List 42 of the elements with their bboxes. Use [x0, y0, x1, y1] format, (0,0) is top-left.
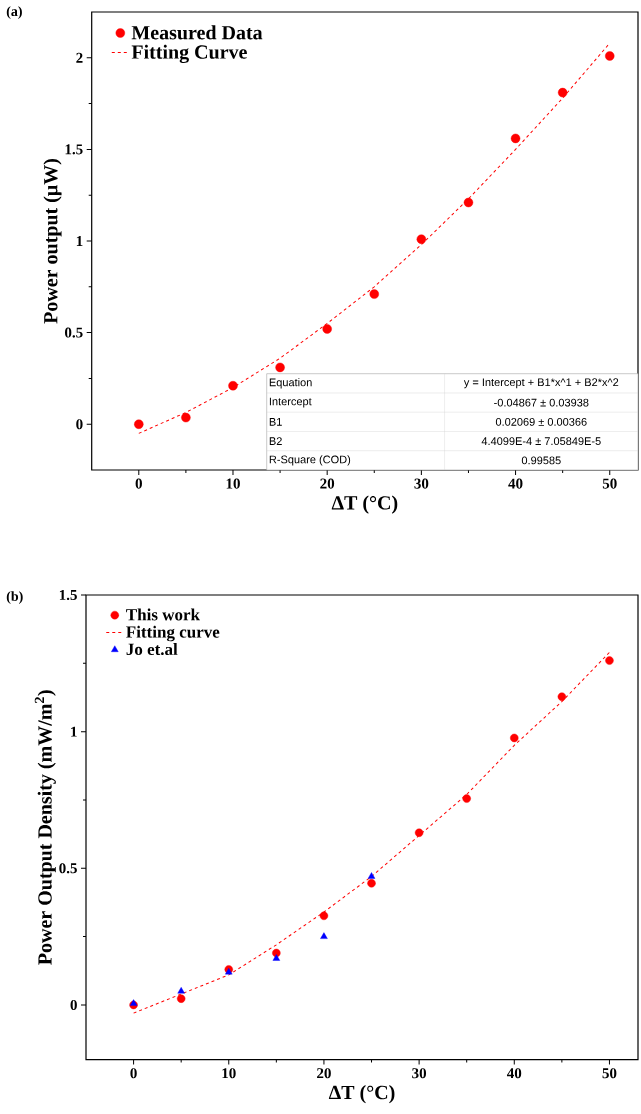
y-axis-title: Power output (μW)	[43, 159, 62, 324]
y-tick-label: 0.5	[59, 863, 77, 874]
annotation: R-Square (COD)	[269, 455, 351, 466]
annotation: 0.02069 ± 0.00366	[495, 418, 587, 426]
annotation: B2	[269, 437, 282, 445]
y-tick-label: 1	[71, 726, 77, 737]
annotation: y = Intercept + B1*x^1 + B2*x^2	[463, 378, 619, 389]
legend-label: Fitting curve	[126, 625, 220, 642]
x-tick-label: 10	[222, 1068, 236, 1079]
x-tick-label: 30	[412, 1068, 427, 1079]
x-tick-label: 30	[414, 478, 429, 489]
legend-label: Fitting Curve	[131, 44, 247, 64]
y-tick-label: 0.5	[64, 327, 83, 338]
x-axis-title: ΔT (°C)	[331, 495, 398, 514]
x-tick-label: 50	[602, 1068, 617, 1079]
x-tick-label: 10	[226, 478, 240, 489]
y-tick-label: 1.5	[59, 589, 77, 601]
y-tick-label: 2	[76, 52, 83, 63]
annotation: B1	[269, 418, 282, 426]
x-tick-label: 20	[320, 478, 335, 489]
x-tick-label: 0	[135, 478, 142, 489]
chart-title: (a)	[6, 6, 22, 19]
y-tick-label: 0	[76, 419, 83, 430]
y-tick-label: 0	[70, 999, 77, 1010]
legend-label: Measured Data	[131, 25, 263, 40]
x-tick-label: 50	[602, 478, 617, 489]
x-tick-label: 0	[130, 1068, 137, 1079]
x-axis-title: ΔT (°C)	[328, 1085, 395, 1104]
y-axis-title: Power Output Density (mW/m$^{2}$)	[34, 690, 56, 965]
annotation: 0.99585	[521, 456, 561, 465]
x-tick-label: 20	[317, 1068, 331, 1079]
annotation: -0.04867 ± 0.03938	[494, 398, 589, 407]
x-tick-label: 40	[506, 1068, 522, 1079]
annotation: Intercept	[269, 397, 312, 408]
legend-label: This work	[126, 608, 200, 621]
y-tick-label: 1.5	[65, 144, 83, 155]
annotation: 4.4099E-4 ± 7.05849E-5	[481, 437, 601, 445]
y-tick-label: 1	[76, 236, 83, 246]
annotation: Equation	[269, 378, 312, 389]
legend-label: Jo et.al	[126, 643, 178, 656]
x-tick-label: 40	[508, 478, 523, 489]
chart-title: (b)	[6, 591, 23, 604]
